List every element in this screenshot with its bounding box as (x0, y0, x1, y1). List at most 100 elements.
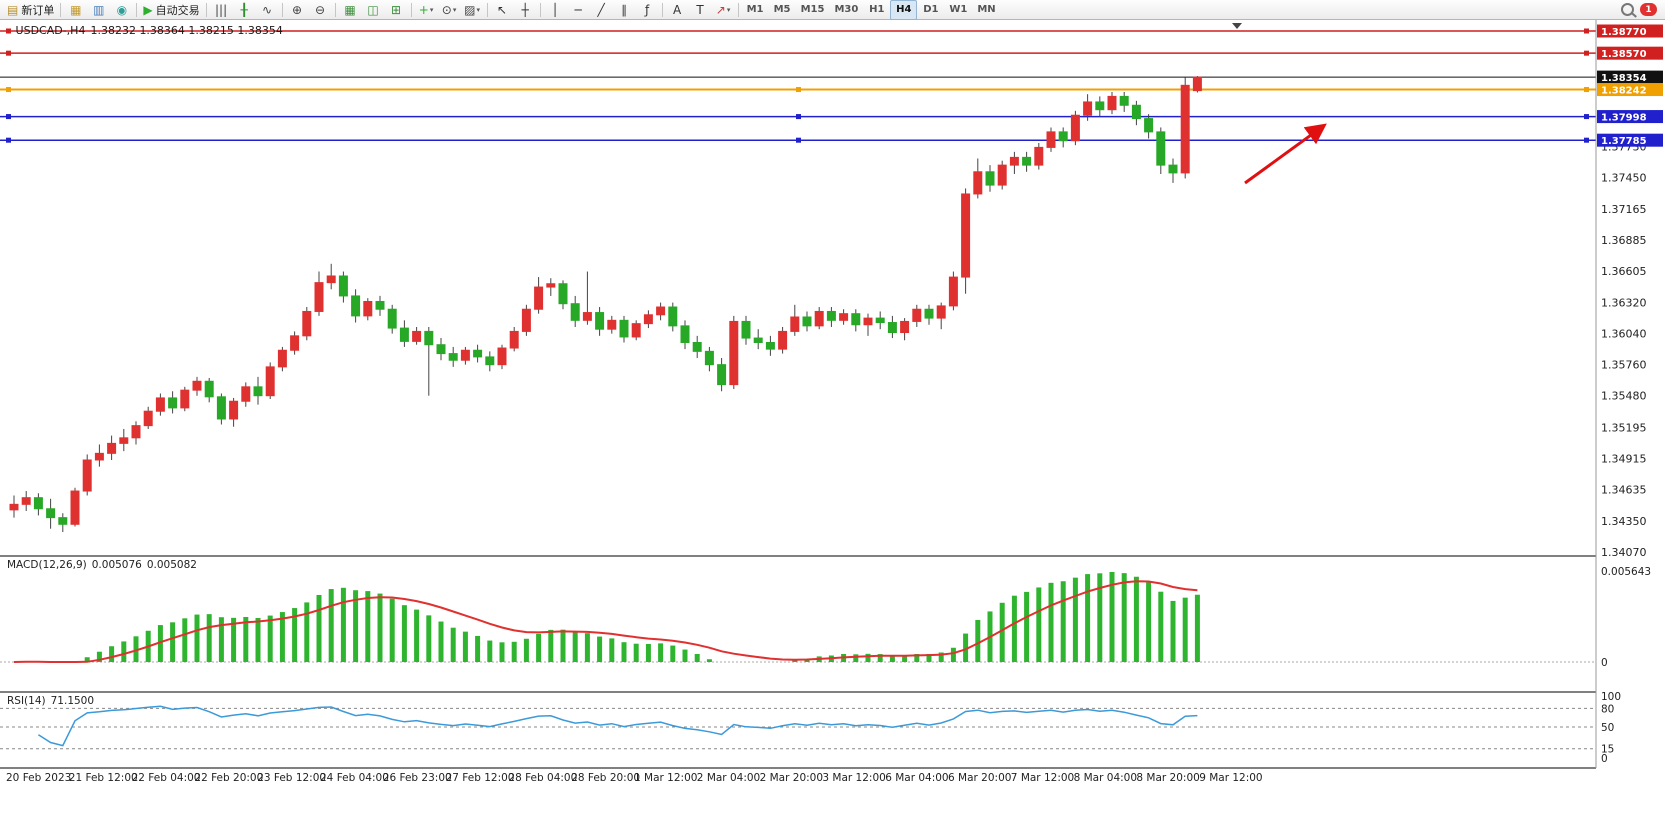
line-handle[interactable] (6, 137, 11, 143)
toolbar-separator (281, 2, 283, 17)
line-handle[interactable] (796, 87, 801, 93)
line-handle[interactable] (6, 28, 11, 34)
price-axis: 1.377301.374501.371651.368851.366051.363… (1595, 20, 1665, 786)
macd-histogram-bar (170, 622, 176, 662)
tile-windows-icon[interactable]: ▦ (339, 0, 362, 20)
label-glyph: T (696, 2, 704, 17)
line-handle[interactable] (1584, 137, 1589, 143)
macd-histogram-bar (523, 638, 529, 662)
autotrading-glyph: ▶ (143, 2, 153, 17)
zoom-out-button[interactable]: ⊖ (309, 0, 332, 20)
timeframe-m15[interactable]: M15 (800, 4, 825, 15)
chart-ohlc-values: 1.38232 1.38364 1.38215 1.38354 (90, 24, 283, 37)
cursor-button[interactable]: ↖ (491, 0, 514, 20)
rsi-axis-label: 0 (1601, 753, 1608, 765)
line-handle[interactable] (6, 87, 11, 93)
search-icon[interactable] (1621, 3, 1634, 16)
rsi-line (37, 705, 1198, 747)
channel-glyph: ∥ (621, 2, 628, 17)
candlestick-series (9, 76, 1202, 533)
macd-histogram-bar (1024, 591, 1030, 662)
new-chart-icon[interactable]: ▦ (64, 0, 87, 20)
timeframe-mn[interactable]: MN (977, 4, 996, 15)
indicators-button[interactable]: + ▾ (415, 0, 438, 20)
macd-histogram-bar (328, 589, 334, 662)
rsi-axis-label: 100 (1601, 691, 1621, 703)
fibonacci-button[interactable]: ƒ (636, 0, 659, 20)
zoom-in-button[interactable]: ⊕ (286, 0, 309, 20)
toolbar-separator (60, 2, 62, 17)
price-tick-label: 1.34915 (1601, 452, 1647, 465)
timeframe-m30[interactable]: M30 (834, 4, 859, 15)
channel-button[interactable]: ∥ (613, 0, 636, 20)
timeframe-d1[interactable]: D1 (923, 4, 939, 15)
line-chart-button[interactable]: ∿ (256, 0, 279, 20)
line-handle[interactable] (796, 114, 801, 120)
macd-histogram-bar (597, 636, 603, 662)
templates-button[interactable]: ▨ ▾ (461, 0, 484, 20)
macd-histogram-bar (1133, 576, 1139, 662)
price-tick-label: 1.35480 (1601, 390, 1647, 403)
macd-histogram-bar (414, 609, 420, 662)
price-tick-label: 1.37165 (1601, 203, 1647, 216)
arrows-button[interactable]: ↗ ▾ (712, 0, 735, 20)
price-tick-label: 1.34635 (1601, 483, 1647, 496)
macd-axis-zero: 0 (1601, 657, 1608, 669)
timeframe-h1[interactable]: H1 (869, 4, 885, 15)
data-window-icon[interactable]: ▥ (87, 0, 110, 20)
macd-histogram-bar (926, 653, 932, 662)
vertical-line-button[interactable]: │ (544, 0, 567, 20)
macd-histogram-bar (267, 615, 273, 662)
trendline-glyph: ╱ (597, 2, 605, 17)
timeframe-h4[interactable]: H4 (890, 0, 918, 20)
timeframe-w1[interactable]: W1 (949, 4, 968, 15)
notification-badge[interactable]: 1 (1640, 3, 1657, 16)
time-tick-label: 27 Feb 12:00 (446, 772, 515, 784)
price-tag (1597, 70, 1663, 84)
candlestick-glyph: ╂ (240, 2, 248, 17)
macd-histogram-bar (1194, 594, 1200, 662)
line-handle[interactable] (1584, 87, 1589, 93)
arrow-annotation[interactable] (1244, 123, 1327, 185)
line-chart-glyph: ∿ (262, 2, 273, 17)
line-handle[interactable] (1584, 50, 1589, 56)
cascade-windows-icon[interactable]: ◫ (362, 0, 385, 20)
line-handle[interactable] (1584, 114, 1589, 120)
autotrading-button[interactable]: ▶ 自动交易 (140, 0, 202, 20)
time-tick-label: 9 Mar 12:00 (1199, 772, 1262, 784)
time-tick-label: 24 Feb 04:00 (320, 772, 389, 784)
macd-panel (0, 572, 1596, 663)
price-tag-label: 1.38354 (1601, 73, 1647, 84)
line-handle[interactable] (6, 114, 11, 120)
timeframe-m1[interactable]: M1 (746, 4, 764, 15)
periods-button[interactable]: ⊙ ▾ (438, 0, 461, 20)
line-handle[interactable] (796, 137, 801, 143)
macd-histogram-bar (560, 629, 566, 662)
crosshair-button[interactable]: ┼ (514, 0, 537, 20)
macd-histogram-bar (1060, 581, 1066, 662)
navigator-icon[interactable]: ◉ (110, 0, 133, 20)
label-button[interactable]: T (689, 0, 712, 20)
horizontal-line-button[interactable]: ─ (567, 0, 590, 20)
macd-histogram-bar (1158, 591, 1164, 662)
text-button[interactable]: A (666, 0, 689, 20)
trendline-button[interactable]: ╱ (590, 0, 613, 20)
line-handle[interactable] (6, 50, 11, 56)
macd-histogram-bar (426, 615, 432, 662)
macd-histogram-bar (438, 621, 444, 662)
timeframe-m5[interactable]: M5 (773, 4, 791, 15)
candlestick-button[interactable]: ╂ (233, 0, 256, 20)
crosshair-glyph: ┼ (521, 2, 529, 17)
bar-chart-button[interactable]: ||| (210, 0, 233, 20)
time-tick-label: 22 Feb 20:00 (194, 772, 263, 784)
macd-histogram-bar (609, 638, 615, 662)
price-tick-label: 1.36040 (1601, 328, 1647, 341)
line-handle[interactable] (1584, 28, 1589, 34)
macd-histogram-bar (804, 659, 810, 662)
chart-canvas[interactable]: 1.377301.374501.371651.368851.366051.363… (0, 20, 1665, 786)
new-order-button[interactable]: ▤ 新订单 (4, 0, 57, 20)
rsi-axis-label: 80 (1601, 703, 1614, 715)
arrange-windows-icon[interactable]: ⊞ (385, 0, 408, 20)
